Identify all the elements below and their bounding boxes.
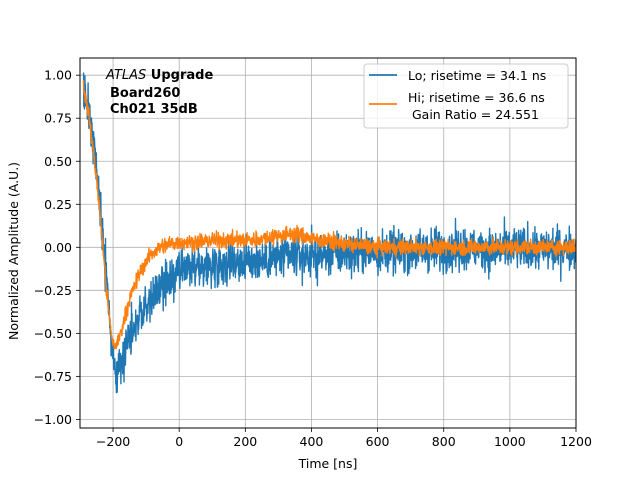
legend: Lo; risetime = 34.1 ns Hi; risetime = 36… [363, 63, 569, 129]
x-tick-label: 600 [366, 434, 390, 449]
x-tick-label: 1200 [560, 434, 592, 449]
annotation: ATLAS Upgrade Board260 Ch021 35dB [105, 68, 213, 117]
y-tick-label: −0.50 [34, 326, 72, 341]
annotation-line-3: Ch021 35dB [110, 102, 198, 117]
legend-label-hi: Hi; risetime = 36.6 ns [408, 90, 545, 105]
y-tick-label: 1.00 [44, 68, 72, 83]
y-tick-label: 0.00 [44, 240, 72, 255]
y-tick-label: −0.75 [34, 369, 72, 384]
y-tick-label: −0.25 [34, 283, 72, 298]
x-tick-label: 1000 [494, 434, 526, 449]
y-tick-label: 0.75 [44, 111, 72, 126]
annotation-line-2: Board260 [110, 86, 180, 101]
y-tick-label: −1.00 [34, 412, 72, 427]
ticks: −200 0 200 400 600 800 1000 1200 −1.00 −0.75 −0.50… [34, 68, 592, 449]
x-tick-label: 400 [300, 434, 324, 449]
y-tick-label: 0.25 [44, 197, 72, 212]
x-axis-title: Time [ns] [298, 456, 358, 471]
legend-box [363, 63, 569, 129]
x-tick-label: 200 [233, 434, 257, 449]
y-axis-title: Normalized Amplitude (A.U.) [6, 162, 21, 340]
x-tick-label: 800 [432, 434, 456, 449]
x-tick-label: −200 [96, 434, 130, 449]
plot-frame [79, 57, 577, 429]
annotation-upgrade: Upgrade [146, 68, 213, 83]
x-tick-label: 0 [175, 434, 183, 449]
series-layer [82, 72, 577, 394]
y-tick-label: 0.50 [44, 154, 72, 169]
annotation-atlas: ATLAS [105, 68, 146, 83]
legend-label-lo: Lo; risetime = 34.1 ns [408, 68, 546, 83]
legend-label-gain-ratio: Gain Ratio = 24.551 [408, 107, 539, 122]
series-line-hi [82, 79, 577, 350]
annotation-line-1: ATLAS Upgrade [105, 68, 213, 83]
